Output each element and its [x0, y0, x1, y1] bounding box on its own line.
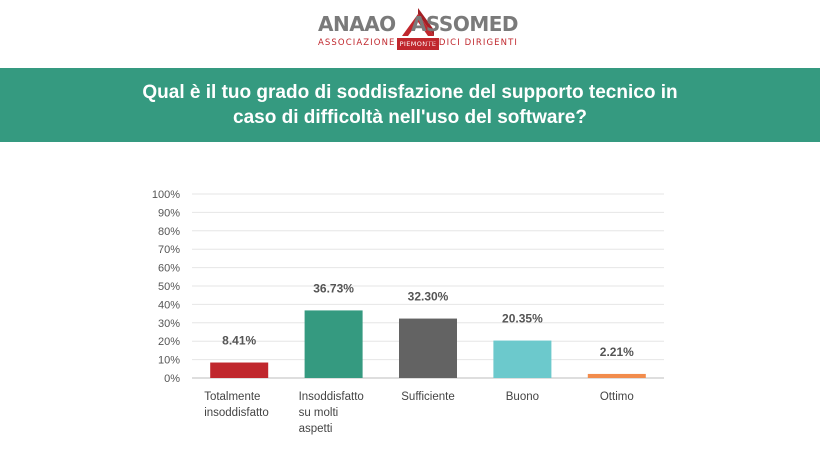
x-category-label: insoddisfatto	[204, 407, 269, 419]
y-tick-label: 10%	[158, 355, 180, 367]
x-category-label: Buono	[506, 391, 539, 403]
y-tick-label: 90%	[158, 207, 180, 219]
bar	[304, 310, 363, 378]
y-tick-label: 20%	[158, 336, 180, 348]
chart-canvas: 0% 10% 20% 30% 40% 50% 60% 70% 80% 90% 100% 8.41% To…	[152, 189, 664, 435]
logo-subtitle-associazione: ASSOCIAZIONE	[318, 38, 396, 48]
data-label: 20.35%	[502, 312, 543, 326]
y-tick-label: 40%	[158, 299, 180, 311]
x-category-label: Ottimo	[600, 391, 634, 403]
y-tick-label: 70%	[158, 244, 180, 256]
data-label: 8.41%	[222, 334, 256, 348]
y-tick-label: 100%	[152, 189, 180, 201]
y-tick-label: 50%	[158, 281, 180, 293]
house-logo-icon	[402, 8, 434, 36]
logo-badge-piemonte: PIEMONTE	[397, 38, 439, 50]
bar	[399, 318, 457, 378]
y-tick-label: 30%	[158, 318, 180, 330]
x-category-label: Totalmente	[204, 391, 260, 403]
x-category-label: aspetti	[299, 423, 333, 435]
data-label: 32.30%	[408, 290, 449, 304]
logo: ANAAO ASSOMED ASSOCIAZIONE PIEMONTE MEDI…	[318, 8, 519, 56]
x-category-label: Sufficiente	[401, 391, 455, 403]
logo-word-assomed: ASSOMED	[410, 12, 519, 36]
y-tick-label: 60%	[158, 263, 180, 275]
question-banner: Qual è il tuo grado di soddisfazione del…	[0, 68, 820, 142]
question-title: Qual è il tuo grado di soddisfazione del…	[142, 82, 678, 128]
x-category-label: Insoddisfatto	[299, 391, 364, 403]
satisfaction-bar-chart: 0% 10% 20% 30% 40% 50% 60% 70% 80% 90% 100% 8.41% To…	[0, 150, 820, 452]
y-tick-label: 0%	[164, 373, 180, 385]
logo-subtitle-medici-dirigenti: MEDICI DIRIGENTI	[424, 38, 518, 48]
y-tick-label: 80%	[158, 226, 180, 238]
bar	[587, 373, 646, 378]
logo-word-anaao: ANAAO	[318, 12, 396, 36]
bar	[210, 362, 269, 378]
bar	[493, 340, 552, 378]
x-category-label: su molti	[299, 407, 339, 419]
data-label: 2.21%	[600, 345, 634, 359]
data-label: 36.73%	[313, 281, 354, 295]
